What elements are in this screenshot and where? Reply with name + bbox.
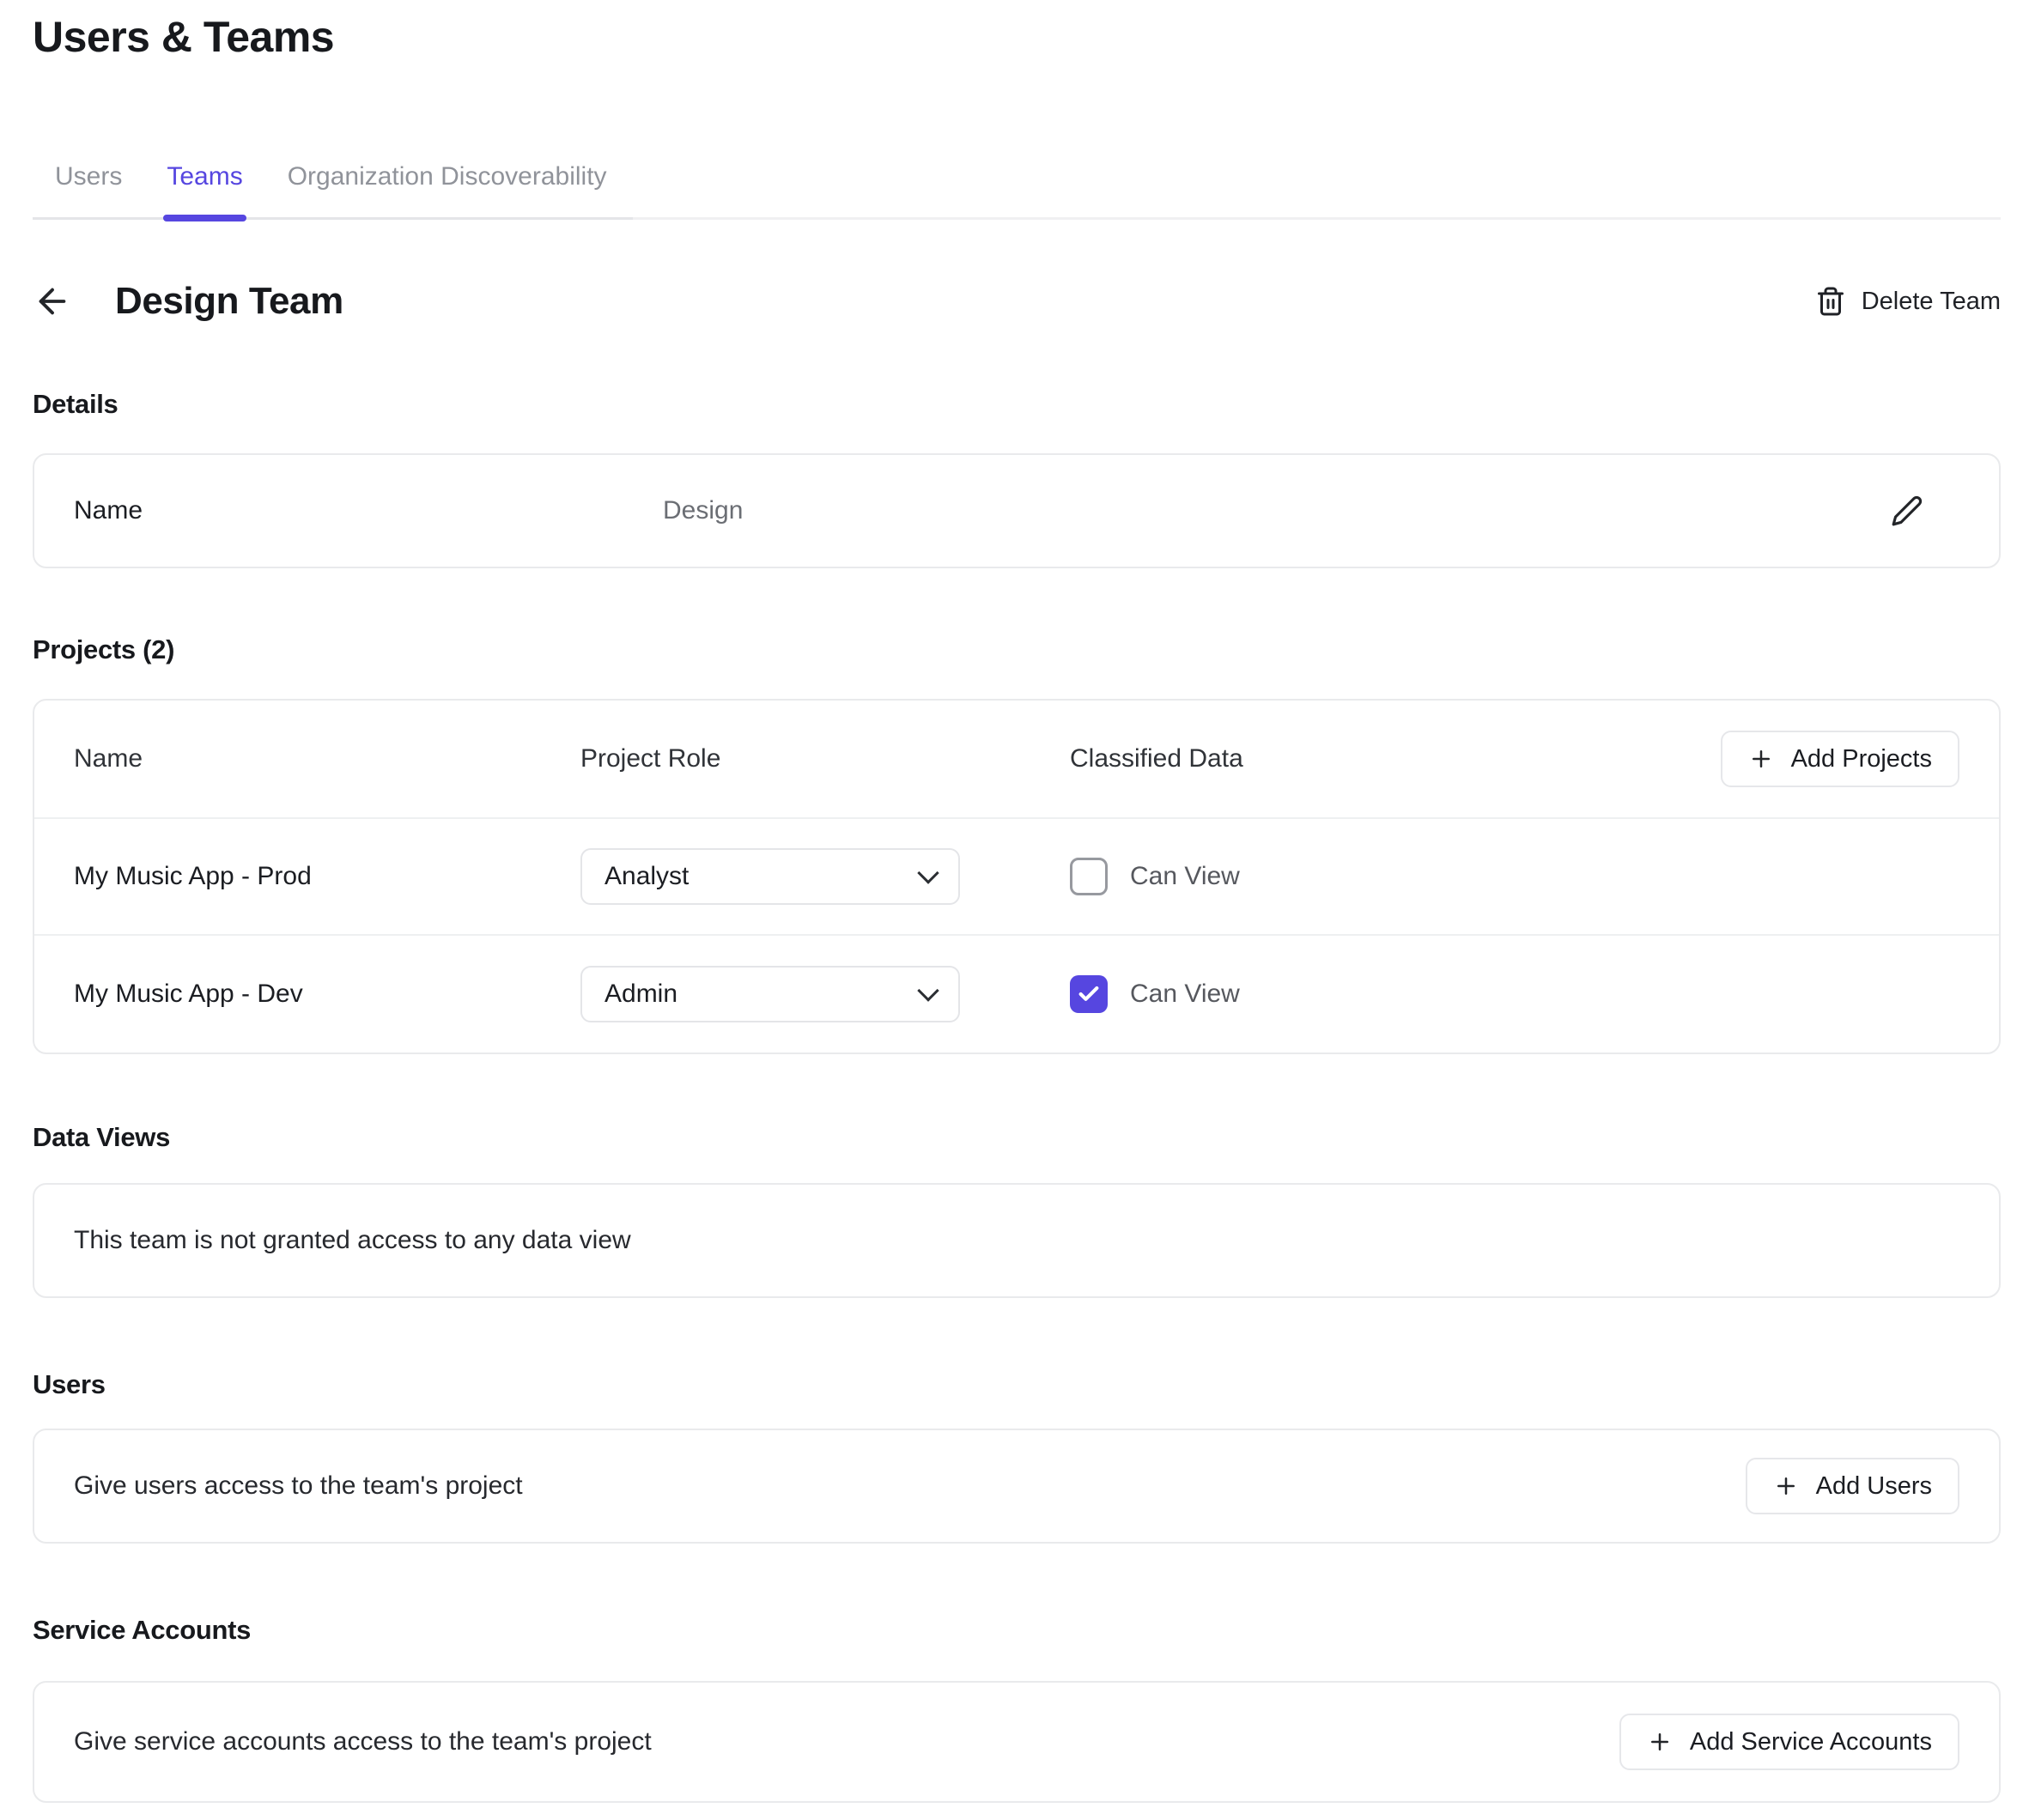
projects-header-row: Name Project Role Classified Data Add Pr… [34, 701, 1999, 819]
chevron-down-icon [917, 980, 939, 1002]
users-card: Give users access to the team's project … [33, 1429, 2001, 1544]
plus-icon [1748, 746, 1774, 772]
service-accounts-description: Give service accounts access to the team… [74, 1727, 652, 1756]
users-heading: Users [33, 1369, 106, 1399]
name-value: Design [663, 496, 744, 525]
table-row: My Music App - Prod Analyst Can View [34, 819, 1999, 936]
delete-team-label: Delete Team [1861, 287, 2001, 315]
details-heading: Details [33, 389, 118, 419]
add-projects-label: Add Projects [1790, 744, 1932, 773]
name-label: Name [74, 496, 143, 525]
plus-icon [1647, 1729, 1673, 1755]
add-projects-button[interactable]: Add Projects [1720, 731, 1959, 787]
add-service-accounts-button[interactable]: Add Service Accounts [1619, 1714, 1959, 1770]
arrow-left-icon [33, 282, 72, 321]
chevron-down-icon [917, 862, 939, 884]
delete-team-button[interactable]: Delete Team [1815, 286, 2001, 317]
team-header: Design Team Delete Team [33, 280, 2001, 323]
project-role-select[interactable]: Admin [580, 966, 960, 1022]
trash-icon [1815, 286, 1846, 317]
project-role-value: Analyst [604, 862, 690, 890]
tab-teams[interactable]: Teams [144, 161, 264, 221]
column-header-project-role: Project Role [580, 744, 721, 773]
tab-bar: Users Teams Organization Discoverability [33, 161, 2001, 221]
team-title: Design Team [115, 280, 343, 322]
projects-heading: Projects (2) [33, 634, 175, 664]
checkmark-icon [1078, 986, 1099, 1001]
add-users-label: Add Users [1815, 1471, 1932, 1500]
can-view-label: Can View [1130, 862, 1240, 890]
add-service-accounts-label: Add Service Accounts [1689, 1727, 1932, 1756]
data-views-card: This team is not granted access to any d… [33, 1183, 2001, 1298]
data-views-heading: Data Views [33, 1122, 171, 1152]
plus-icon [1773, 1473, 1799, 1499]
project-name: My Music App - Prod [74, 862, 312, 890]
page-title: Users & Teams [33, 13, 335, 61]
tab-organization-discoverability[interactable]: Organization Discoverability [287, 162, 607, 191]
service-accounts-card: Give service accounts access to the team… [33, 1681, 2001, 1803]
table-row: My Music App - Dev Admin Can View [34, 936, 1999, 1053]
service-accounts-heading: Service Accounts [33, 1615, 252, 1645]
data-views-empty-text: This team is not granted access to any d… [74, 1226, 631, 1254]
project-name: My Music App - Dev [74, 980, 303, 1008]
projects-table: Name Project Role Classified Data Add Pr… [33, 699, 2001, 1054]
tab-users[interactable]: Users [55, 162, 123, 191]
pencil-icon [1891, 494, 1923, 527]
users-description: Give users access to the team's project [74, 1471, 523, 1500]
back-button[interactable] [33, 282, 72, 321]
project-role-select[interactable]: Analyst [580, 848, 960, 905]
can-view-checkbox[interactable] [1070, 858, 1108, 895]
can-view-label: Can View [1130, 980, 1240, 1008]
column-header-classified-data: Classified Data [1070, 744, 1243, 773]
can-view-checkbox[interactable] [1070, 975, 1108, 1013]
edit-name-button[interactable] [1891, 494, 1923, 527]
column-header-name: Name [74, 744, 143, 773]
details-card: Name Design [33, 453, 2001, 568]
add-users-button[interactable]: Add Users [1745, 1458, 1959, 1514]
project-role-value: Admin [604, 980, 678, 1008]
